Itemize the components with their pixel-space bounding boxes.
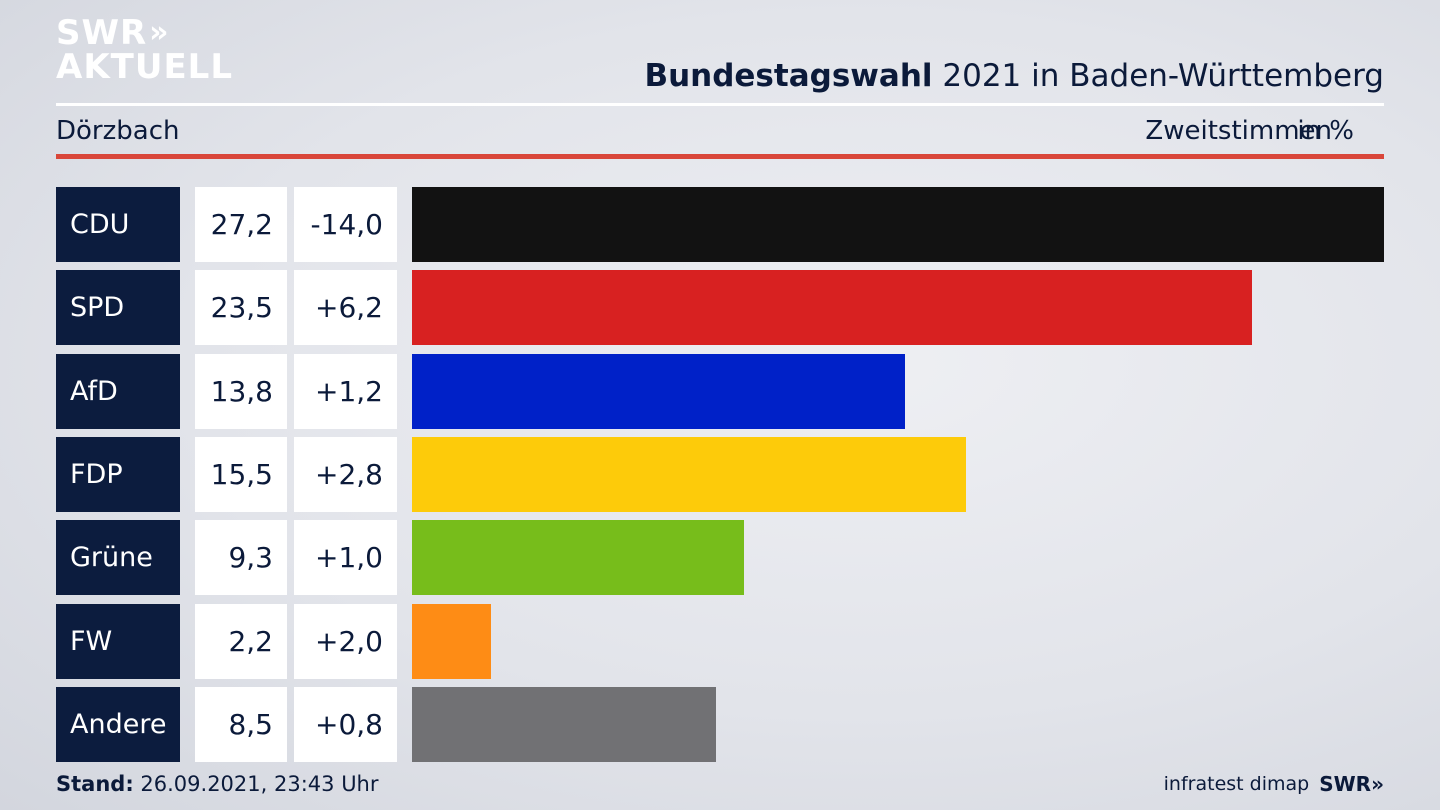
diff-label: +2,8 (294, 436, 397, 512)
party-label: FDP (56, 436, 180, 512)
logo-swr: SWR (56, 13, 148, 53)
bar-afd (412, 353, 905, 429)
title-bold: Bundestagswahl (644, 58, 933, 94)
bar-spd (412, 270, 1252, 346)
value-label: 13,8 (195, 353, 287, 429)
diff-label: +1,0 (294, 520, 397, 596)
location-label: Dörzbach (56, 116, 180, 146)
value-label: 2,2 (195, 603, 287, 679)
source-label: infratest dimap (1163, 773, 1310, 795)
swr-aktuell-logo: SWR» AKTUELL (56, 16, 233, 84)
party-label: FW (56, 603, 180, 679)
party-label: SPD (56, 270, 180, 346)
bar-fw (412, 603, 491, 679)
party-label: Andere (56, 686, 180, 762)
diff-label: +1,2 (294, 353, 397, 429)
value-label: 9,3 (195, 520, 287, 596)
diff-label: -14,0 (294, 187, 397, 262)
swr-brand-logo: SWR» (1319, 772, 1384, 796)
diff-label: +0,8 (294, 686, 397, 762)
footer-credits: infratest dimap SWR» (1164, 772, 1384, 796)
stand-label: Stand: (56, 772, 134, 796)
diff-label: +2,0 (294, 603, 397, 679)
header-divider (56, 103, 1384, 106)
unit-label: in % (1297, 116, 1354, 146)
value-label: 23,5 (195, 270, 287, 346)
party-label: Grüne (56, 520, 180, 596)
bar-andere (412, 686, 716, 762)
logo-chevrons: » (149, 15, 169, 50)
value-label: 27,2 (195, 187, 287, 262)
bar-grüne (412, 520, 744, 596)
logo-aktuell: AKTUELL (56, 47, 234, 87)
value-label: 15,5 (195, 436, 287, 512)
party-label: AfD (56, 353, 180, 429)
accent-divider (56, 154, 1384, 159)
value-label: 8,5 (195, 686, 287, 762)
timestamp: Stand: 26.09.2021, 23:43 Uhr (56, 772, 379, 796)
bar-cdu (412, 187, 1384, 262)
page-title: Bundestagswahl 2021 in Baden-Württemberg (644, 58, 1384, 94)
bar-fdp (412, 436, 966, 512)
metric-label: Zweitstimmen (1145, 116, 1332, 146)
stand-value: 26.09.2021, 23:43 Uhr (140, 772, 379, 796)
party-label: CDU (56, 187, 180, 262)
diff-label: +6,2 (294, 270, 397, 346)
title-rest: 2021 in Baden-Württemberg (942, 58, 1384, 94)
